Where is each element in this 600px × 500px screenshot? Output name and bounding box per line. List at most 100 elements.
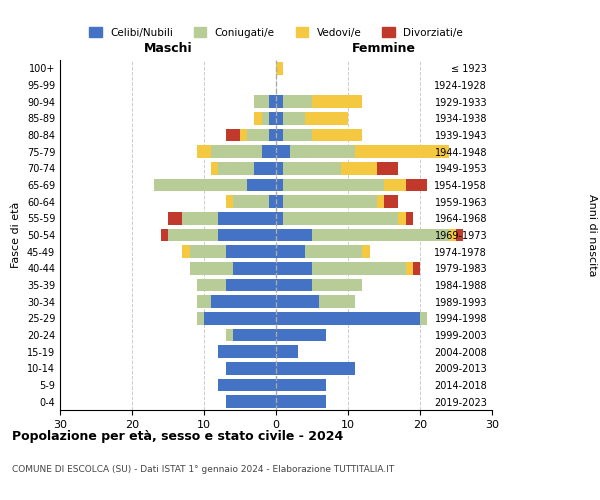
Bar: [276, 62, 283, 74]
Bar: [449, 229, 456, 241]
Bar: [283, 212, 398, 224]
Bar: [341, 162, 377, 174]
Bar: [182, 212, 218, 224]
Bar: [283, 96, 312, 108]
Bar: [362, 246, 370, 258]
Bar: [283, 162, 341, 174]
Bar: [218, 212, 276, 224]
Bar: [283, 112, 305, 124]
Bar: [190, 262, 233, 274]
Bar: [406, 262, 413, 274]
Bar: [226, 129, 240, 141]
Bar: [269, 96, 276, 108]
Bar: [276, 146, 290, 158]
Bar: [283, 179, 384, 192]
Bar: [269, 129, 276, 141]
Bar: [420, 312, 427, 324]
Bar: [226, 396, 276, 408]
Bar: [276, 312, 420, 324]
Bar: [240, 129, 247, 141]
Text: Anni di nascita: Anni di nascita: [587, 194, 597, 276]
Bar: [218, 229, 276, 241]
Bar: [168, 212, 182, 224]
Text: COMUNE DI ESCOLCA (SU) - Dati ISTAT 1° gennaio 2024 - Elaborazione TUTTITALIA.IT: COMUNE DI ESCOLCA (SU) - Dati ISTAT 1° g…: [12, 465, 394, 474]
Bar: [276, 329, 326, 341]
Bar: [226, 246, 276, 258]
Bar: [384, 196, 398, 208]
Text: Popolazione per età, sesso e stato civile - 2024: Popolazione per età, sesso e stato civil…: [12, 430, 343, 443]
Bar: [276, 212, 283, 224]
Bar: [290, 146, 355, 158]
Bar: [413, 262, 420, 274]
Bar: [218, 346, 276, 358]
Bar: [406, 212, 413, 224]
Bar: [384, 179, 406, 192]
Bar: [211, 296, 276, 308]
Bar: [197, 296, 211, 308]
Bar: [218, 162, 254, 174]
Bar: [276, 279, 312, 291]
Bar: [276, 162, 283, 174]
Bar: [204, 312, 276, 324]
Bar: [269, 196, 276, 208]
Bar: [226, 329, 233, 341]
Bar: [283, 196, 377, 208]
Bar: [247, 179, 276, 192]
Bar: [197, 312, 204, 324]
Bar: [276, 362, 355, 374]
Bar: [211, 146, 262, 158]
Bar: [276, 129, 283, 141]
Bar: [276, 179, 283, 192]
Bar: [276, 396, 326, 408]
Bar: [211, 162, 218, 174]
Bar: [276, 246, 305, 258]
Bar: [377, 196, 384, 208]
Bar: [262, 146, 276, 158]
Bar: [406, 179, 427, 192]
Bar: [283, 129, 312, 141]
Bar: [276, 379, 326, 391]
Bar: [254, 96, 269, 108]
Bar: [312, 129, 362, 141]
Bar: [233, 329, 276, 341]
Bar: [247, 129, 269, 141]
Text: Maschi: Maschi: [143, 42, 193, 55]
Bar: [276, 96, 283, 108]
Bar: [233, 262, 276, 274]
Bar: [182, 246, 190, 258]
Bar: [154, 179, 247, 192]
Bar: [276, 262, 312, 274]
Bar: [312, 229, 449, 241]
Bar: [312, 262, 406, 274]
Bar: [226, 279, 276, 291]
Bar: [276, 196, 283, 208]
Bar: [276, 229, 312, 241]
Bar: [226, 362, 276, 374]
Bar: [269, 112, 276, 124]
Bar: [355, 146, 449, 158]
Bar: [305, 246, 362, 258]
Bar: [312, 279, 362, 291]
Bar: [233, 196, 269, 208]
Y-axis label: Fasce di età: Fasce di età: [11, 202, 21, 268]
Bar: [312, 96, 362, 108]
Bar: [226, 196, 233, 208]
Bar: [276, 346, 298, 358]
Legend: Celibi/Nubili, Coniugati/e, Vedovi/e, Divorziati/e: Celibi/Nubili, Coniugati/e, Vedovi/e, Di…: [85, 23, 467, 42]
Bar: [190, 246, 226, 258]
Bar: [262, 112, 269, 124]
Bar: [456, 229, 463, 241]
Bar: [398, 212, 406, 224]
Bar: [305, 112, 348, 124]
Bar: [161, 229, 168, 241]
Bar: [168, 229, 218, 241]
Text: Femmine: Femmine: [352, 42, 416, 55]
Bar: [377, 162, 398, 174]
Bar: [197, 279, 226, 291]
Bar: [197, 146, 211, 158]
Bar: [218, 379, 276, 391]
Bar: [276, 296, 319, 308]
Bar: [254, 162, 276, 174]
Bar: [254, 112, 262, 124]
Bar: [319, 296, 355, 308]
